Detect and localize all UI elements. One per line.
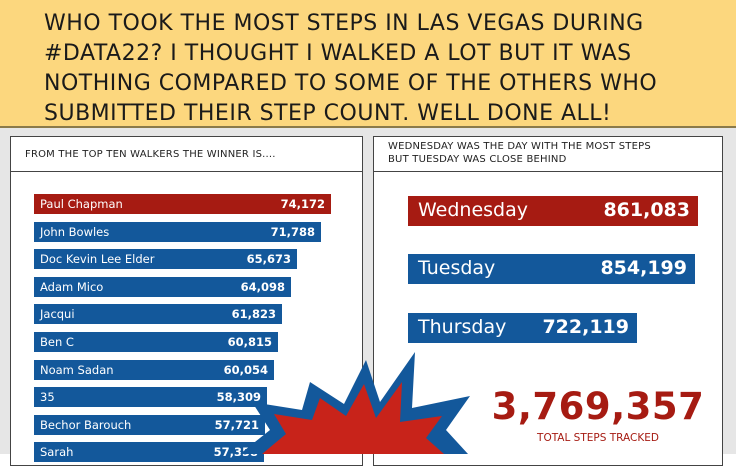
walker-name: John Bowles (40, 224, 110, 239)
day-bar: Tuesday 854,199 (408, 254, 695, 284)
day-steps: 854,199 (600, 257, 687, 279)
walker-bar: Bechor Barouch 57,721 (34, 414, 265, 435)
day-name: Tuesday (418, 257, 496, 279)
walker-steps: 64,098 (240, 279, 285, 294)
walker-steps: 71,788 (270, 224, 315, 239)
top-walkers-title: FROM THE TOP TEN WALKERS THE WINNER IS..… (25, 149, 276, 160)
walker-steps: 60,815 (227, 335, 272, 349)
walker-name: Sarah (40, 445, 74, 460)
dashboard-area: FROM THE TOP TEN WALKERS THE WINNER IS..… (0, 128, 736, 466)
walker-name: Ben C (40, 335, 74, 349)
walker-bar: Paul Chapman 74,172 (34, 194, 331, 214)
daily-steps-title-line1: WEDNESDAY WAS THE DAY WITH THE MOST STEP… (388, 141, 651, 152)
walker-steps: 74,172 (280, 197, 325, 211)
day-name: Thursday (418, 316, 507, 338)
daily-steps-title-line2: BUT TUESDAY WAS CLOSE BEHIND (388, 154, 567, 165)
top-walkers-divider (11, 171, 362, 172)
walker-name: 35 (40, 390, 55, 405)
day-bar: Thursday 722,119 (408, 313, 637, 343)
walker-bar: Sarah 57,358 (34, 442, 264, 463)
walker-steps: 60,054 (223, 362, 268, 377)
day-steps: 722,119 (542, 316, 629, 338)
walker-name: Adam Mico (40, 279, 104, 294)
day-name: Wednesday (418, 199, 529, 221)
walker-bar: Ben C 60,815 (34, 332, 278, 352)
banner-text: WHO TOOK THE MOST STEPS IN LAS VEGAS DUR… (44, 11, 658, 126)
walker-name: Noam Sadan (40, 362, 114, 377)
walker-bar: 35 58,309 (34, 387, 267, 408)
day-bar: Wednesday 861,083 (408, 196, 698, 226)
total-steps-value: 3,769,357 (491, 385, 705, 428)
starburst-inner (262, 382, 444, 454)
walker-name: Paul Chapman (40, 197, 123, 211)
walker-bar: Jacqui 61,823 (34, 304, 282, 325)
walker-bar: Noam Sadan 60,054 (34, 359, 274, 380)
walker-name: Doc Kevin Lee Elder (40, 252, 155, 267)
walker-bar: Adam Mico 64,098 (34, 276, 291, 297)
walker-steps: 58,309 (216, 390, 261, 405)
walker-name: Bechor Barouch (40, 417, 132, 432)
walker-steps: 57,721 (214, 417, 259, 432)
day-steps: 861,083 (603, 199, 690, 221)
walker-steps: 61,823 (231, 307, 276, 322)
walker-bar: Doc Kevin Lee Elder 65,673 (34, 249, 297, 270)
walker-steps: 65,673 (246, 252, 291, 267)
total-steps-label: TOTAL STEPS TRACKED (537, 432, 659, 444)
daily-steps-divider (374, 171, 722, 172)
walker-bar: John Bowles 71,788 (34, 221, 321, 242)
starburst-graphic (240, 352, 470, 454)
walker-name: Jacqui (40, 307, 75, 322)
header-banner: WHO TOOK THE MOST STEPS IN LAS VEGAS DUR… (0, 0, 736, 128)
